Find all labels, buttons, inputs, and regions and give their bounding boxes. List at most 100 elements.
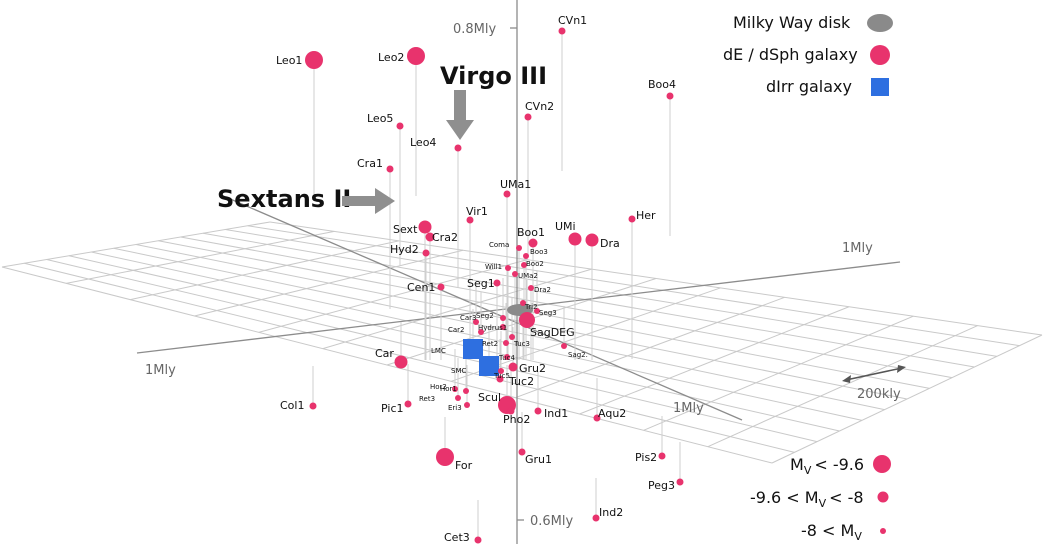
label-umi: UMi [555,220,576,233]
axis-label-right-lower: 1Mly [673,401,704,416]
label-sag2: Sag2. [568,351,588,359]
label-hyd2: Hyd2 [390,243,419,256]
marker-smc [479,356,499,376]
label-lmc: LMC [431,347,446,355]
legend-disk-label: Milky Way disk [733,13,851,32]
marker-col1 [309,402,317,410]
label-car3: Car3 [460,314,477,322]
label-car2: Car2 [448,326,465,334]
scale-bar-label: 200kly [857,387,901,402]
label-seg3: Seg3 [539,309,557,317]
marker-leo1 [305,51,323,69]
axis-label-top: 0.8Mly [453,22,497,37]
marker-pis2 [658,452,666,460]
label-coma: Coma [489,241,509,249]
legend-magnitude: MV < -9.6 -9.6 < MV < -8 -8 < MV [750,455,891,543]
label-cra1: Cra1 [357,157,383,170]
label-smc: SMC [451,367,466,375]
marker-tuc5 [498,368,504,374]
marker-gru1 [518,448,526,456]
label-her: Her [636,209,656,222]
axis-label-left: 1Mly [145,363,176,378]
label-aqu2: Aqu2 [598,407,626,420]
marker-pho2 [507,407,515,415]
label-ret2: Ret2 [482,340,498,348]
label-cvn2: CVn2 [525,100,554,113]
scale-bar: 200kly [842,365,906,402]
marker-tuc2 [496,375,504,383]
marker-boo4 [666,92,674,100]
marker-her [628,215,636,223]
label-peg3: Peg3 [648,479,675,492]
axis-label-bottom: 0.6Mly [530,514,574,529]
label-boo3: Boo3 [530,248,548,256]
marker-seg2 [500,315,506,321]
label-hydrus1: Hydrus1 [478,324,507,332]
label-uma1: UMa1 [500,178,531,191]
legend-mag-bright: MV < -9.6 [790,455,864,477]
marker-cra2 [425,232,435,242]
label-ind2: Ind2 [599,506,623,519]
label-col1: Col1 [280,399,304,412]
label-gru2: Gru2 [519,362,546,375]
label-boo4: Boo4 [648,78,676,91]
label-cen1: Cen1 [407,281,435,294]
label-leo1: Leo1 [276,54,302,67]
marker-lmc [463,339,483,359]
marker-pic1 [404,400,412,408]
label-seg2: Seg2 [476,312,494,320]
callout-sextans: Sextans II [217,185,395,214]
label-pho2: Pho2 [503,413,530,426]
marker-car2 [478,329,484,335]
legend-mag-faint: -8 < MV [801,521,862,543]
galaxy-markers [305,27,684,544]
marker-car3 [473,319,479,325]
marker-uma2 [512,271,518,277]
marker-dra2 [528,285,534,291]
label-boo1: Boo1 [517,226,545,239]
marker-gru2 [508,362,518,372]
label-leo4: Leo4 [410,136,436,149]
down-arrow-icon [446,90,474,140]
marker-cvn1 [558,27,566,35]
marker-leo4 [454,144,462,152]
marker-umi [568,232,582,246]
marker-seg3 [534,308,540,314]
callout-sextans-label: Sextans II [217,185,351,213]
label-tuc5: Tuc5 [493,372,510,380]
marker-hor2 [452,386,458,392]
marker-sag2 [561,343,567,349]
marker-ind2 [592,514,600,522]
callout-virgo-label: Virgo III [440,62,547,90]
marker-hyd2 [422,249,430,257]
marker-cen1 [437,283,445,291]
marker-leo2 [407,47,425,65]
marker-seg1 [493,279,501,287]
marker-tri2 [520,300,526,306]
marker-boo3 [523,253,529,259]
legend-dsph-swatch [870,45,890,65]
legend-mag-mid-dot [877,491,889,503]
legend-mag-bright-dot [873,455,891,473]
label-ret3: Ret3 [419,395,435,403]
legend-disk-swatch [867,14,893,32]
label-boo2: Boo2 [526,260,544,268]
right-arrow-icon [342,188,395,214]
label-scul: Scul [478,391,501,404]
marker-ret2 [503,340,509,346]
callout-virgo: Virgo III [440,62,547,140]
marker-vir1 [466,216,474,224]
marker-cvn2 [524,113,532,121]
label-cvn1: CVn1 [558,14,587,27]
marker-for [436,448,454,466]
label-gru1: Gru1 [525,453,552,466]
legend-dirr-swatch [871,78,889,96]
label-dra2: Dra2 [534,286,551,294]
marker-car [394,355,408,369]
marker-boo2 [521,262,527,268]
label-hor1: Hor1 [440,385,457,393]
marker-dra [585,233,599,247]
label-uma2: UMa2 [518,272,538,280]
marker-peg3 [676,478,684,486]
label-will1: Will1 [485,263,502,271]
